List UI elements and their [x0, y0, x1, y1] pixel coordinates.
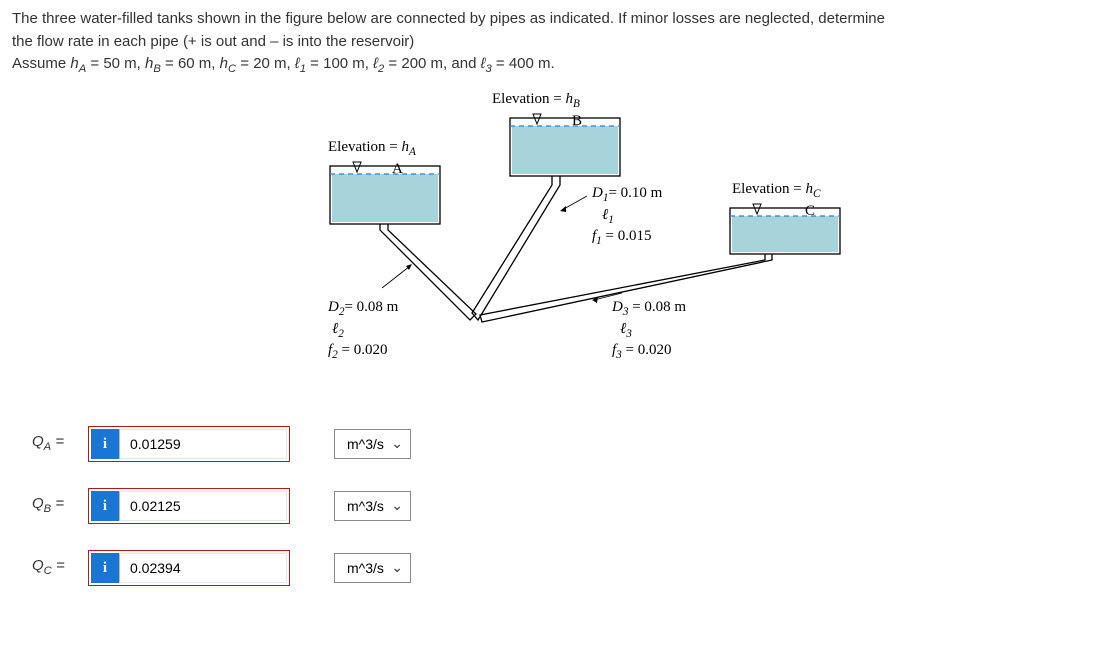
- hB-var: hB: [145, 55, 161, 72]
- l1-eq: = 100 m,: [306, 55, 373, 72]
- elevation-b-label: Elevation = hB: [492, 88, 580, 113]
- l3-eq: = 400 m.: [492, 55, 555, 72]
- problem-line-2: the flow rate in each pipe (+ is out and…: [12, 31, 1098, 54]
- problem-statement: The three water-filled tanks shown in th…: [12, 8, 1098, 78]
- info-icon[interactable]: i: [91, 553, 119, 583]
- tanks-diagram-svg: [12, 88, 1098, 398]
- qb-input-group: i: [88, 488, 290, 524]
- qa-label: QA =: [32, 431, 74, 456]
- qc-label: QC =: [32, 555, 74, 580]
- qa-input-group: i: [88, 426, 290, 462]
- info-icon[interactable]: i: [91, 491, 119, 521]
- hC-var: hC: [220, 55, 236, 72]
- l2-eq: = 200 m, and: [384, 55, 480, 72]
- qb-input[interactable]: [119, 491, 287, 521]
- hB-eq: = 60 m,: [161, 55, 220, 72]
- qc-input-group: i: [88, 550, 290, 586]
- tank-a-letter: A: [392, 158, 403, 181]
- pipe-1-params: D1= 0.10 m ℓ1 f1 = 0.015: [592, 184, 662, 249]
- answer-row-qb: QB = i m^3/s: [32, 488, 1098, 524]
- figure-diagram: Elevation = hB B Elevation = hA A Elevat…: [12, 88, 1098, 398]
- qb-unit-select[interactable]: m^3/s: [334, 491, 411, 521]
- hA-eq: = 50 m,: [86, 55, 145, 72]
- qb-unit-wrap: m^3/s: [334, 491, 411, 521]
- pipe-3-params: D3 = 0.08 m ℓ3 f3 = 0.020: [612, 298, 686, 363]
- qc-input[interactable]: [119, 553, 287, 583]
- tank-b-letter: B: [572, 110, 582, 133]
- qa-unit-wrap: m^3/s: [334, 429, 411, 459]
- qa-input[interactable]: [119, 429, 287, 459]
- hC-eq: = 20 m,: [236, 55, 295, 72]
- l1-var: ℓ1: [295, 55, 306, 72]
- qa-unit-select[interactable]: m^3/s: [334, 429, 411, 459]
- assume-line: Assume hA = 50 m, hB = 60 m, hC = 20 m, …: [12, 53, 1098, 78]
- answer-row-qc: QC = i m^3/s: [32, 550, 1098, 586]
- hA-var: hA: [70, 55, 86, 72]
- tank-c-letter: C: [805, 200, 815, 223]
- pipe-2-params: D2= 0.08 m ℓ2 f2 = 0.020: [328, 298, 398, 363]
- info-icon[interactable]: i: [91, 429, 119, 459]
- answers-section: QA = i m^3/s QB = i m^3/s QC =: [12, 426, 1098, 586]
- problem-line-1: The three water-filled tanks shown in th…: [12, 8, 1098, 31]
- assume-prefix: Assume: [12, 55, 70, 72]
- l3-var: ℓ3: [481, 55, 492, 72]
- answer-row-qa: QA = i m^3/s: [32, 426, 1098, 462]
- qc-unit-select[interactable]: m^3/s: [334, 553, 411, 583]
- l2-var: ℓ2: [373, 55, 384, 72]
- qb-label: QB =: [32, 493, 74, 518]
- qc-unit-wrap: m^3/s: [334, 553, 411, 583]
